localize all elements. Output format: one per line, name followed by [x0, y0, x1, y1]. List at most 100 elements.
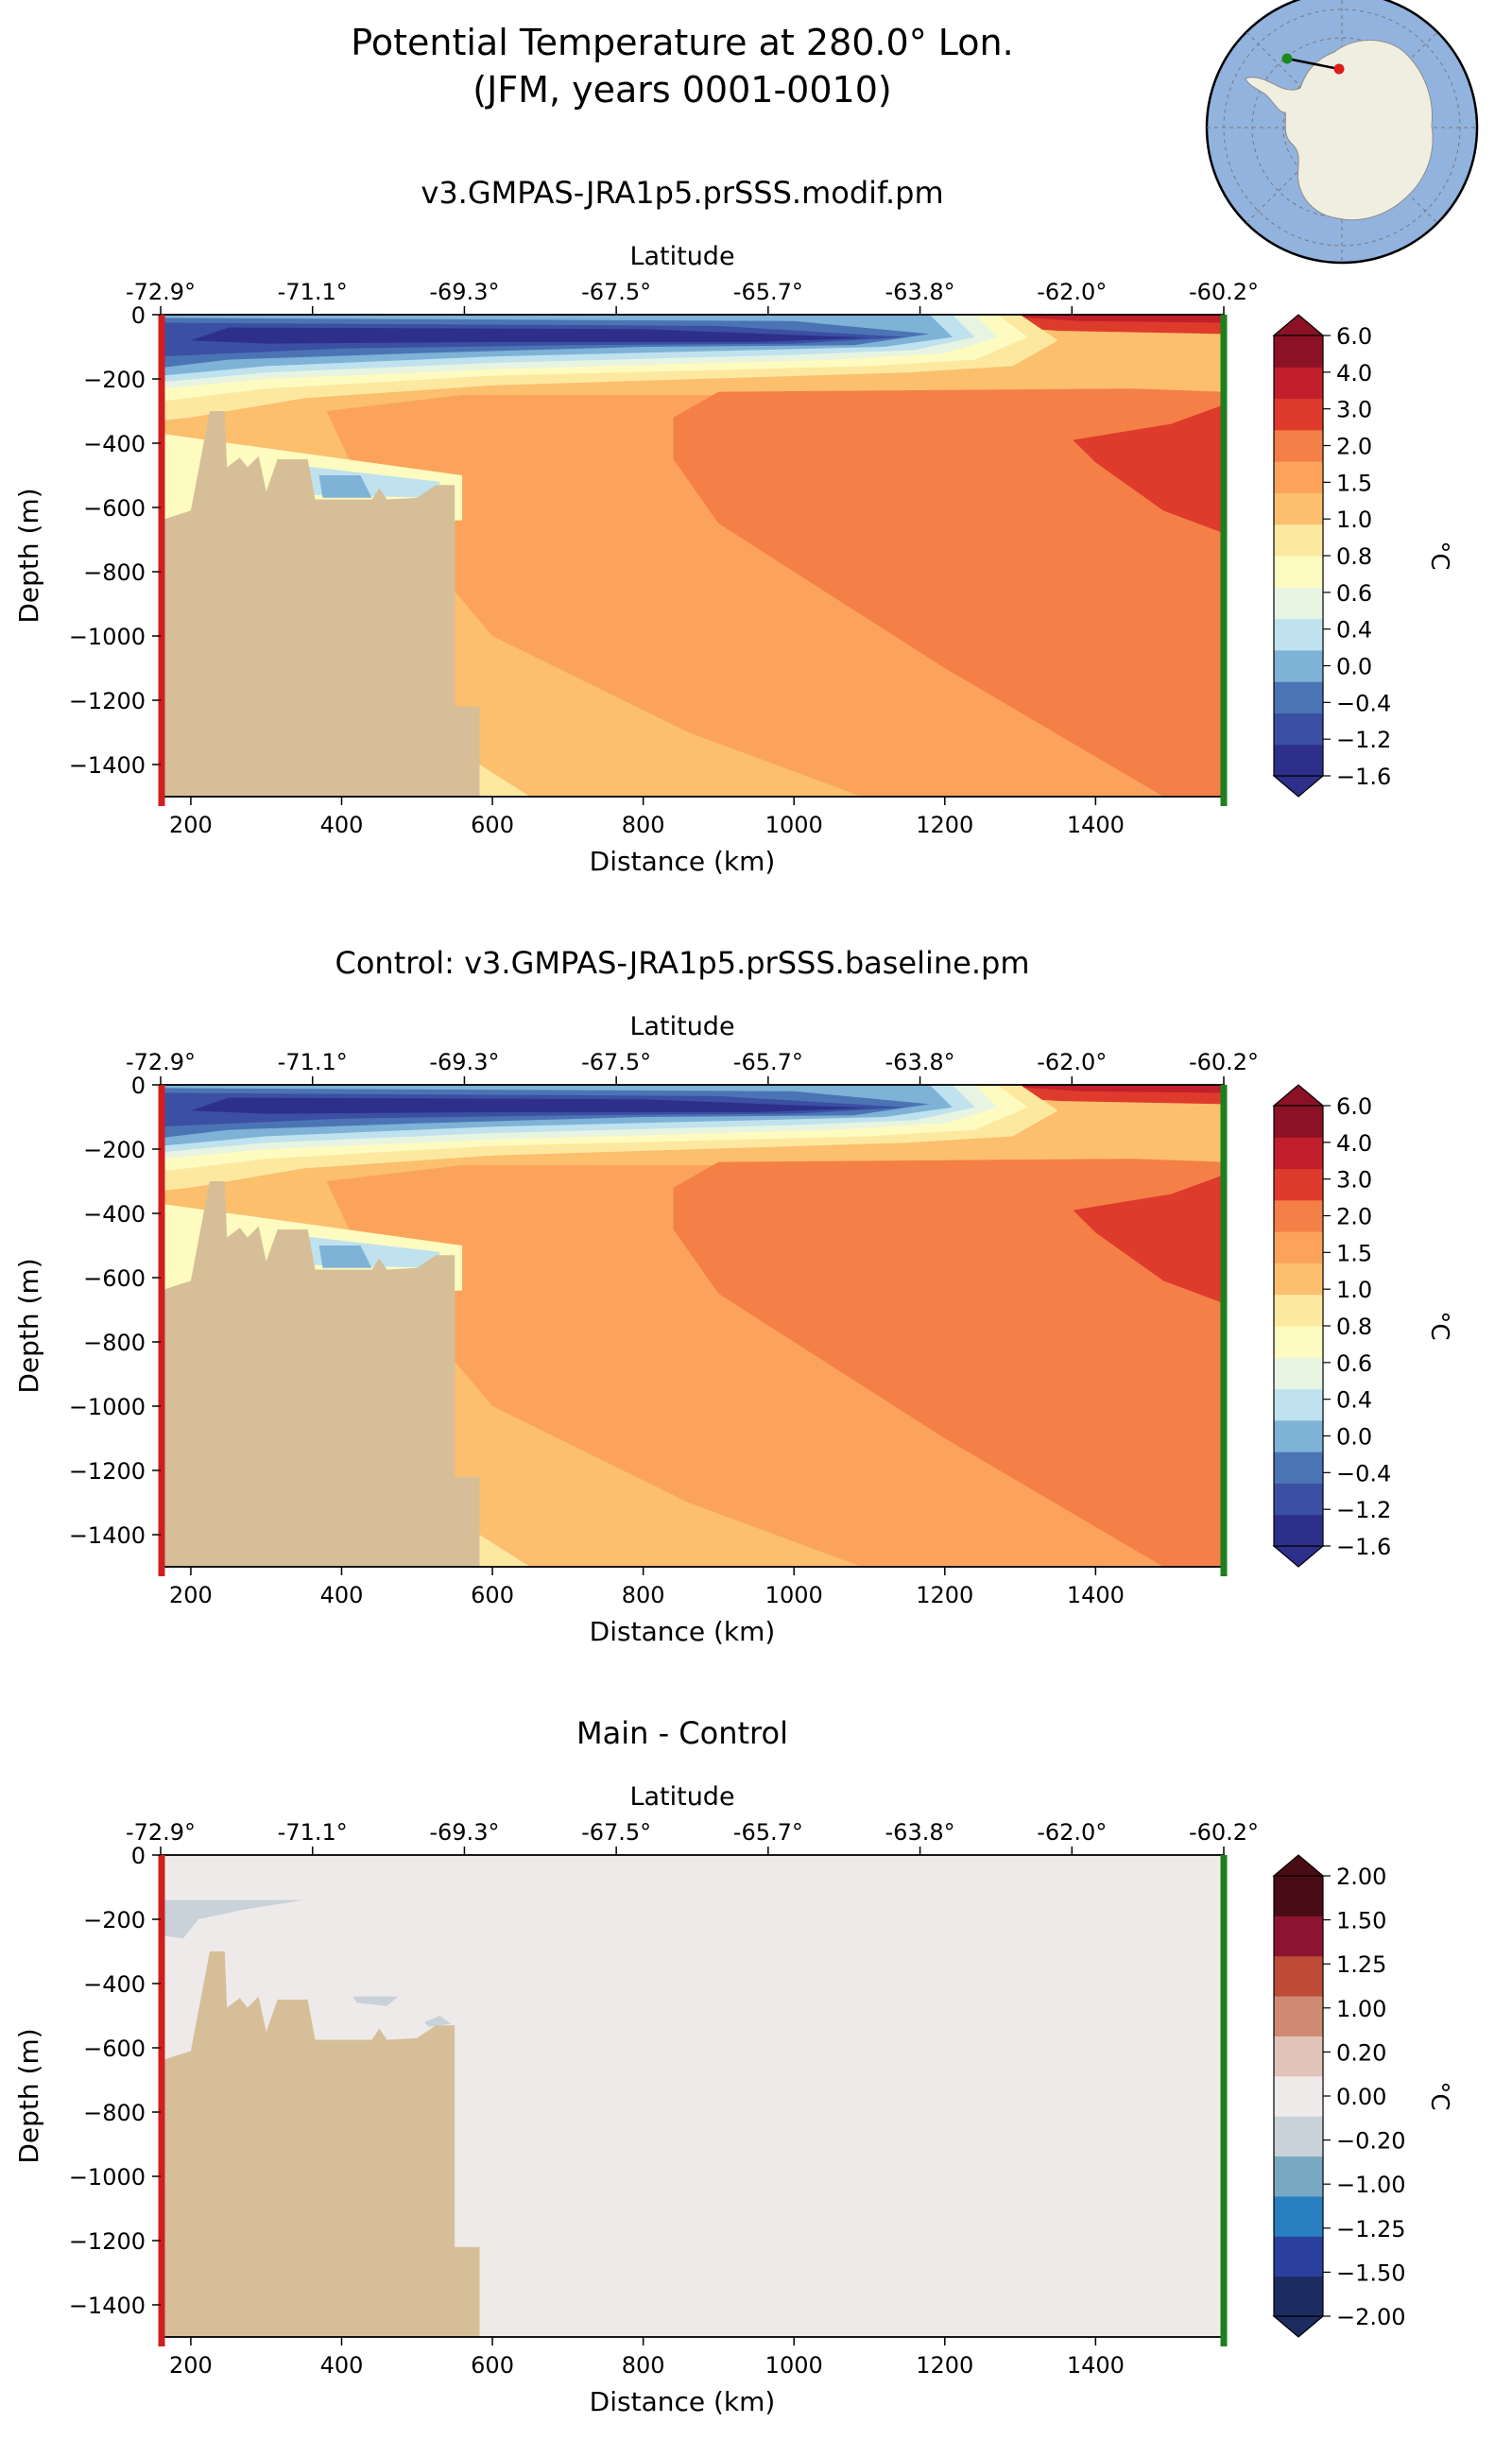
y-tick-label: −600 — [83, 1265, 146, 1292]
y-tick-label: −1200 — [69, 1458, 146, 1485]
x-tick-label: 1400 — [1067, 1582, 1125, 1608]
lat-tick-label: -60.2° — [1189, 1819, 1259, 1846]
lat-tick-label: -67.5° — [581, 1049, 651, 1075]
x-axis-label: Distance (km) — [590, 846, 776, 877]
lat-tick-label: -69.3° — [429, 1819, 499, 1846]
x-tick-label: 800 — [622, 2352, 665, 2379]
x-tick-label: 1000 — [765, 2352, 823, 2379]
x-tick-label: 1200 — [916, 2352, 973, 2379]
lat-tick-label: -71.1° — [278, 1049, 348, 1075]
lat-tick-label: -65.7° — [733, 1049, 803, 1075]
lat-tick-label: -65.7° — [733, 1819, 803, 1846]
y-tick-label: −800 — [83, 1330, 146, 1356]
contour-band-3.0-4.0 — [1073, 1175, 1224, 1304]
section-line — [1286, 57, 1340, 71]
lat-tick-label: -67.5° — [581, 1819, 651, 1846]
colorbar-tick-label: 0.20 — [1336, 2039, 1386, 2066]
y-tick-label: −600 — [83, 2036, 146, 2062]
lat-tick-label: -60.2° — [1189, 279, 1259, 305]
colorbar-tick-label: 1.00 — [1336, 1996, 1386, 2022]
panel-modif: 6.0 4.0 3.0 2.0 1.5 1.0 0.8 0.6 0.4 0.0 −0.4 −1.2 −1… — [13, 175, 1453, 877]
colorbar-tick-label: 4.0 — [1336, 1130, 1372, 1157]
lat-tick-label: -67.5° — [581, 279, 651, 305]
lat-tick-label: -72.9° — [126, 1819, 196, 1846]
colorbar-tick-label: −0.4 — [1336, 690, 1391, 716]
colorbar-segment — [1274, 1514, 1323, 1547]
y-tick-label: −200 — [83, 367, 146, 393]
x-tick-label: 400 — [320, 812, 364, 838]
x-tick-label: 200 — [169, 812, 213, 838]
y-tick-label: −200 — [83, 1137, 146, 1163]
colorbar-segment — [1274, 429, 1323, 462]
colorbar-label: °C — [1425, 1311, 1453, 1340]
lat-tick-label: -71.1° — [278, 1819, 348, 1846]
x-tick-label: 1200 — [916, 812, 973, 838]
contour-band-deep-light — [479, 765, 530, 797]
colorbar-label: °C — [1425, 2081, 1453, 2110]
colorbar-segment — [1274, 1294, 1323, 1327]
x-tick-label: 600 — [471, 1582, 514, 1608]
x-tick-label: 400 — [320, 1582, 364, 1608]
colorbar-tick-label: 6.0 — [1336, 1093, 1372, 1120]
colorbar-tick-label: −1.2 — [1336, 727, 1391, 753]
y-tick-label: −400 — [83, 431, 146, 457]
colorbar-segment — [1274, 492, 1323, 525]
colorbar-tick-label: 2.0 — [1336, 434, 1372, 460]
colorbar-extend-top — [1272, 1084, 1325, 1107]
y-tick-label: −600 — [83, 495, 146, 522]
lat-tick-label: -72.9° — [126, 1049, 196, 1075]
colorbar-segment — [1274, 461, 1323, 493]
colorbar-tick-label: −1.25 — [1336, 2216, 1406, 2242]
colorbar-tick-label: −1.2 — [1336, 1497, 1391, 1523]
colorbar-tick-label: 0.6 — [1336, 580, 1372, 607]
y-tick-label: −1200 — [69, 2228, 146, 2255]
x-tick-label: 1000 — [765, 812, 823, 838]
y-tick-label: −800 — [83, 2100, 146, 2126]
colorbar-segment — [1274, 335, 1323, 368]
colorbar-segment — [1274, 1419, 1323, 1452]
colorbar-segment — [1274, 1106, 1323, 1138]
x-tick-label: 600 — [471, 812, 514, 838]
x-tick-label: 400 — [320, 2352, 364, 2379]
bathymetry-land — [161, 1181, 480, 1567]
colorbar-tick-label: −1.6 — [1336, 1534, 1391, 1560]
colorbar-extend-top — [1272, 1854, 1325, 1877]
colorbar-tick-label: −1.6 — [1336, 764, 1391, 790]
colorbar-segment — [1274, 1916, 1323, 1957]
top-axis-label: Latitude — [629, 1012, 734, 1041]
panel-title: Control: v3.GMPAS-JRA1p5.prSSS.baseline.… — [335, 945, 1029, 981]
contour-band-cold-7 — [190, 1097, 869, 1114]
colorbar-segment — [1274, 398, 1323, 431]
colorbar-segment — [1274, 2195, 1323, 2237]
colorbar-segment — [1274, 587, 1323, 620]
colorbar-extend-top — [1272, 314, 1325, 336]
y-tick-label: 0 — [131, 1843, 146, 1869]
colorbar-segment — [1274, 1263, 1323, 1296]
lat-tick-label: -72.9° — [126, 279, 196, 305]
colorbar-tick-label: 2.0 — [1336, 1204, 1372, 1230]
colorbar-tick-label: 1.5 — [1336, 1240, 1372, 1266]
y-tick-label: −1400 — [69, 752, 146, 779]
colorbar-tick-label: −1.50 — [1336, 2259, 1406, 2286]
y-axis-label: Depth (m) — [13, 1258, 44, 1393]
colorbar-tick-label: 1.25 — [1336, 1951, 1386, 1978]
colorbar-segment — [1274, 367, 1323, 400]
colorbar-segment — [1274, 1137, 1323, 1170]
colorbar-tick-label: 0.8 — [1336, 1314, 1372, 1340]
lat-tick-label: -71.1° — [278, 279, 348, 305]
colorbar-tick-label: −1.00 — [1336, 2172, 1406, 2198]
colorbar-segment — [1274, 744, 1323, 777]
colorbar-tick-label: −0.4 — [1336, 1460, 1391, 1486]
colorbar-segment — [1274, 649, 1323, 682]
x-tick-label: 800 — [622, 812, 665, 838]
difference-patch-negative — [352, 1996, 399, 2006]
section-end-marker — [1281, 53, 1293, 64]
colorbar-tick-label: 1.50 — [1336, 1908, 1386, 1934]
y-tick-label: −800 — [83, 559, 146, 586]
colorbar-segment — [1274, 2036, 1323, 2077]
lat-tick-label: -62.0° — [1037, 1049, 1107, 1075]
contour-band-2.0-3.0 — [673, 1159, 1224, 1567]
inset-polar-map — [1205, 0, 1479, 265]
contour-band-shelf-coldcore — [318, 1246, 372, 1268]
